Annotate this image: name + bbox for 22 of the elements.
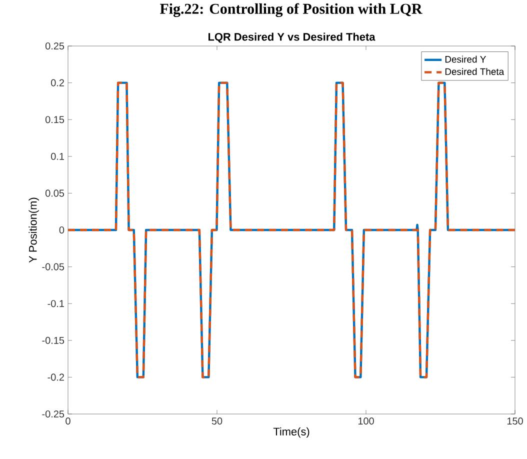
line-series [68,82,516,378]
y-tick-label: -0.05 [42,263,64,270]
legend-label: Desired Theta [445,68,504,75]
chart-subtitle: LQR Desired Y vs Desired Theta [208,32,376,43]
y-tick-label: -0.15 [42,336,64,344]
y-tick-label: -0.1 [48,300,64,308]
chart-title: Fig.22: Controlling of Position with LQR [160,3,422,18]
y-axis-title: Y Position(m) [28,198,39,263]
x-axis-title: Time(s) [273,427,310,438]
y-tick-label: 0 [59,226,64,234]
y-tick-label: 0.15 [45,116,64,124]
x-tick-label: 50 [212,418,222,425]
y-tick-label: 0.1 [51,152,64,160]
y-tick-label: 0.05 [45,190,64,197]
x-tick-label: 100 [358,418,374,425]
y-tick-label: 0.2 [51,79,64,86]
y-tick-label: -0.2 [48,374,64,381]
y-tick-label: 0.25 [45,42,64,50]
x-tick-label: 150 [507,418,523,425]
y-tick-label: -0.25 [42,410,64,418]
legend-label: Desired Y [445,56,486,63]
x-tick-label: 0 [66,418,70,425]
